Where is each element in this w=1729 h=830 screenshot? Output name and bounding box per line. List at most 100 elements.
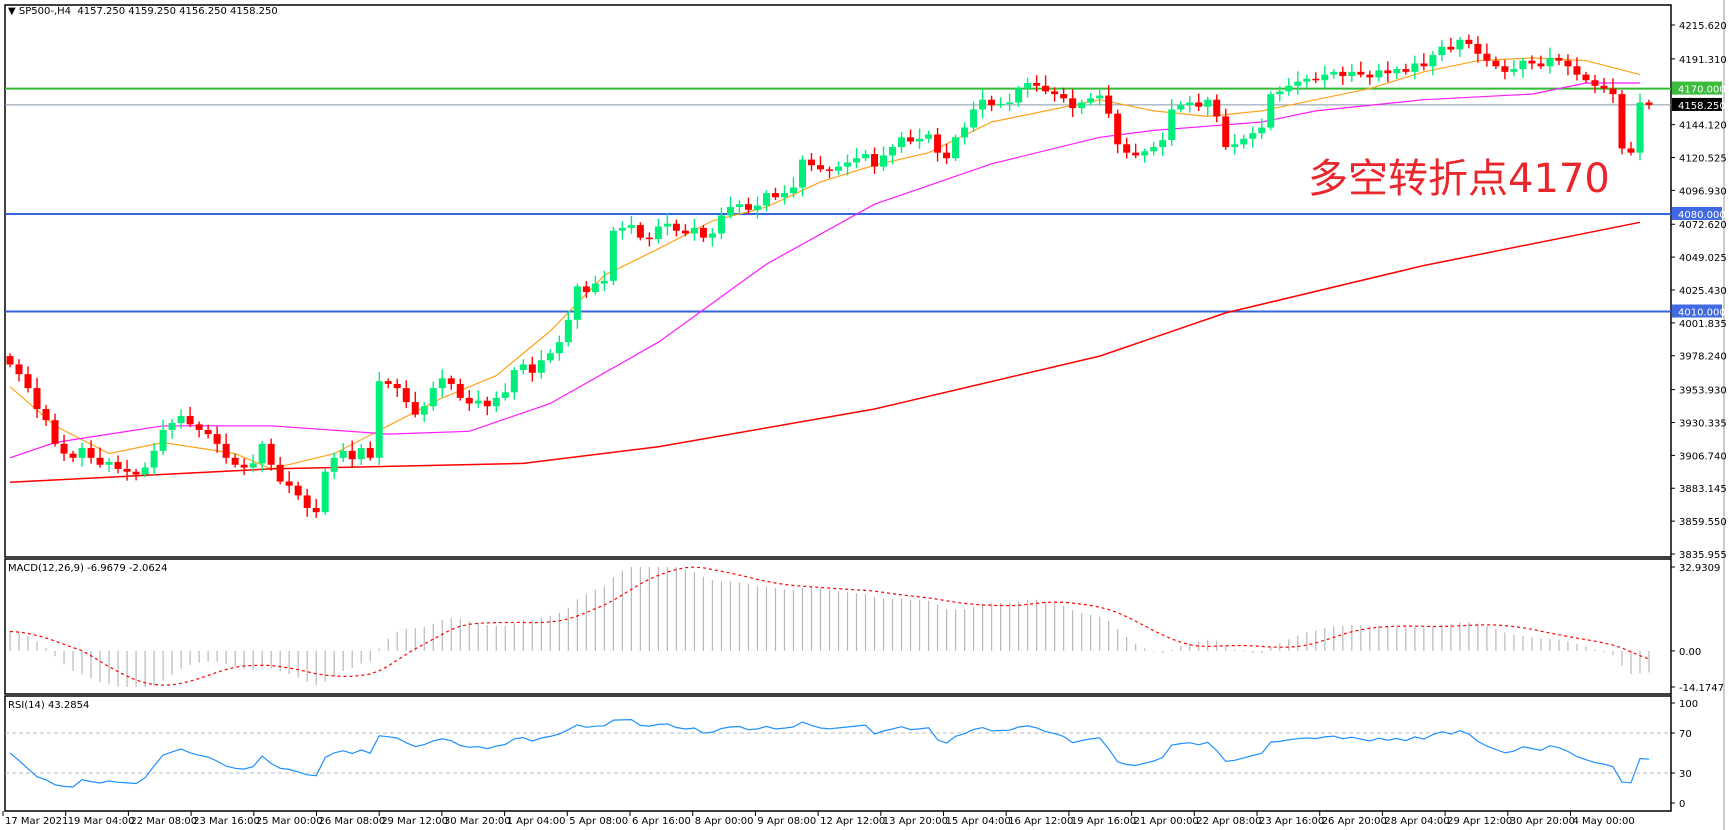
candle-bear bbox=[1339, 71, 1347, 77]
candle-bull bbox=[78, 448, 86, 458]
time-tick-label: 19 Mar 04:00 bbox=[68, 816, 135, 827]
candle-bull bbox=[1006, 102, 1014, 104]
candle-bull bbox=[1546, 57, 1554, 67]
time-tick-label: 1 Apr 04:00 bbox=[507, 816, 566, 827]
candle-bear bbox=[1060, 94, 1068, 99]
candle-bull bbox=[1294, 81, 1302, 86]
candle-bull bbox=[1204, 99, 1212, 107]
candle-bear bbox=[1465, 39, 1473, 44]
candle-bull bbox=[970, 109, 978, 128]
time-tick-label: 30 Apr 20:00 bbox=[1510, 816, 1575, 827]
chart-header: ▼ SP500-,H4 4157.250 4159.250 4156.250 4… bbox=[8, 6, 278, 17]
macd-signal-line bbox=[9, 566, 1650, 686]
candle-bull bbox=[961, 127, 969, 138]
price-tick-label: 3953.930 bbox=[1679, 386, 1727, 397]
price-tick-label: 4215.620 bbox=[1679, 21, 1727, 32]
candle-bear bbox=[1618, 94, 1626, 149]
time-tick-label: 4 May 00:00 bbox=[1573, 816, 1635, 827]
candle-bear bbox=[681, 230, 689, 234]
candle-bear bbox=[1609, 88, 1617, 95]
candle-bear bbox=[447, 378, 455, 384]
price-tag-label: 4158.250 bbox=[1678, 101, 1726, 112]
price-tick-label: 4144.120 bbox=[1679, 121, 1727, 132]
candle-bear bbox=[312, 507, 320, 513]
candle-bull bbox=[1510, 69, 1518, 72]
price-tick-label: 4120.525 bbox=[1679, 153, 1727, 164]
candle-bull bbox=[925, 134, 933, 139]
candles bbox=[6, 34, 1653, 518]
candle-bull bbox=[1141, 151, 1149, 156]
candle-bull bbox=[1150, 147, 1158, 152]
price-tick-label: 4001.835 bbox=[1679, 319, 1727, 330]
candle-bull bbox=[708, 233, 716, 238]
price-tick-label: 3978.240 bbox=[1679, 352, 1727, 363]
candle-bear bbox=[744, 204, 752, 210]
price-tag-label: 4010.000 bbox=[1678, 307, 1726, 318]
macd-histogram bbox=[9, 567, 1650, 687]
candle-bear bbox=[1582, 74, 1590, 81]
candle-bull bbox=[789, 187, 797, 194]
moving-average-ma_fast bbox=[9, 57, 1641, 470]
time-tick-label: 5 Apr 08:00 bbox=[569, 816, 628, 827]
rsi-tick-label: 70 bbox=[1679, 729, 1692, 740]
candle-bear bbox=[1402, 69, 1410, 72]
candle-bull bbox=[141, 467, 149, 475]
time-tick-label: 29 Apr 12:00 bbox=[1447, 816, 1512, 827]
time-tick-label: 13 Apr 20:00 bbox=[883, 816, 948, 827]
time-tick-label: 29 Mar 12:00 bbox=[381, 816, 448, 827]
candle-bear bbox=[96, 457, 104, 465]
collapse-triangle-icon[interactable]: ▼ bbox=[8, 6, 19, 17]
candle-bull bbox=[537, 360, 545, 373]
price-tick-label: 3859.550 bbox=[1679, 517, 1727, 528]
candle-bear bbox=[1213, 99, 1221, 117]
candle-bull bbox=[1348, 71, 1356, 77]
time-tick-label: 22 Mar 08:00 bbox=[130, 816, 197, 827]
price-tick-label: 4072.620 bbox=[1679, 220, 1727, 231]
time-tick-label: 8 Apr 00:00 bbox=[695, 816, 754, 827]
candle-bull bbox=[357, 448, 365, 460]
candle-bull bbox=[105, 461, 113, 465]
candle-bear bbox=[285, 481, 293, 486]
candle-bear bbox=[699, 227, 707, 238]
candle-bull bbox=[889, 147, 897, 156]
candle-bear bbox=[807, 159, 815, 166]
candle-bear bbox=[303, 495, 311, 508]
candle-bull bbox=[150, 450, 158, 468]
candle-bear bbox=[1492, 60, 1500, 67]
candle-bear bbox=[1483, 53, 1491, 61]
candle-bear bbox=[1537, 63, 1545, 67]
time-tick-label: 23 Apr 16:00 bbox=[1259, 816, 1324, 827]
candle-bull bbox=[564, 319, 572, 343]
candle-bear bbox=[42, 409, 50, 421]
time-tick-label: 23 Mar 16:00 bbox=[193, 816, 260, 827]
time-tick-label: 28 Apr 04:00 bbox=[1384, 816, 1449, 827]
candle-bull bbox=[1024, 82, 1032, 89]
candle-bear bbox=[1645, 102, 1653, 105]
candle-bear bbox=[871, 154, 879, 167]
candle-bear bbox=[1033, 82, 1041, 86]
candle-bull bbox=[1303, 78, 1311, 82]
candle-bear bbox=[132, 471, 140, 475]
rsi-label: RSI(14) 43.2854 bbox=[8, 700, 90, 711]
candle-bull bbox=[627, 225, 635, 228]
candle-bear bbox=[636, 225, 644, 238]
candle-bear bbox=[465, 397, 473, 404]
candle-bull bbox=[492, 397, 500, 407]
candle-bull bbox=[420, 406, 428, 415]
candle-bull bbox=[690, 227, 698, 234]
candle-bear bbox=[456, 383, 464, 398]
time-tick-label: 12 Apr 12:00 bbox=[820, 816, 885, 827]
candle-bear bbox=[1195, 102, 1203, 107]
candle-bear bbox=[366, 448, 374, 458]
candle-bear bbox=[51, 420, 59, 444]
time-tick-label: 30 Mar 20:00 bbox=[444, 816, 511, 827]
candle-bull bbox=[519, 364, 527, 371]
candle-bear bbox=[816, 165, 824, 170]
candle-bull bbox=[1177, 105, 1185, 110]
price-tick-label: 4096.930 bbox=[1679, 186, 1727, 197]
time-tick-label: 25 Mar 00:00 bbox=[256, 816, 323, 827]
candle-bull bbox=[474, 400, 482, 404]
candle-bull bbox=[654, 226, 662, 240]
candle-bull bbox=[510, 370, 518, 393]
